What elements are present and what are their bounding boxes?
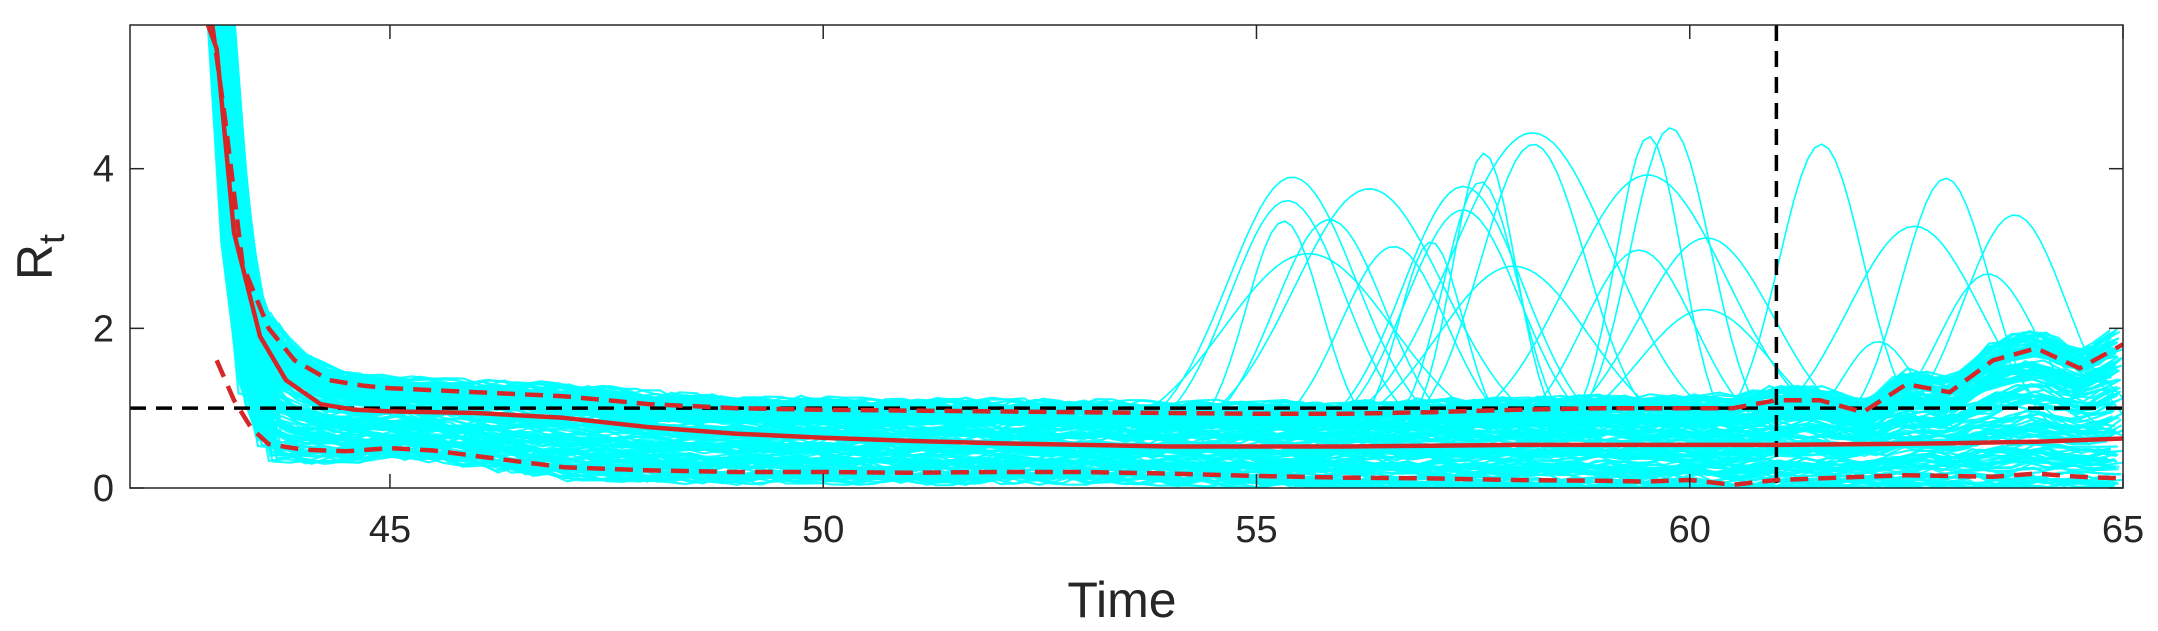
x-axis-label: Time [1067,572,1176,628]
sample-spike [1047,252,1568,440]
sample-spike [1465,249,1806,440]
sample-spike [1159,219,1500,440]
sample-trajectory [224,25,2111,471]
sample-spike [1830,273,2123,440]
y-axis-label-subscript: t [31,234,72,244]
sample-spike [1283,131,1776,439]
summary-series [205,25,2123,488]
upper-line [210,25,2123,417]
sample-spike [1279,265,1745,440]
sample-trajectory [227,25,2115,430]
x-tick-label: 45 [369,509,411,551]
x-tick-label: 50 [802,509,844,551]
lower-line [214,359,2123,488]
x-tick-label: 65 [2102,509,2144,551]
sample-trajectory [213,25,2117,427]
sample-spike [1275,185,1651,439]
sample-spike [1544,126,1795,439]
sample-trajectory [216,25,2120,464]
sample-spike [1497,237,1914,440]
sample-trajectory [229,25,2116,474]
y-axis: 0 2 4 [93,149,2123,510]
sample-trajectory [211,25,2115,441]
sample-trajectory [220,25,2123,464]
sample-spike [1364,181,1595,439]
sample-spike [1369,143,1696,439]
sample-spike [1863,339,2123,441]
y-tick-label: 4 [93,149,114,191]
sample-spike [1762,340,1992,441]
sample-spike [1229,245,1556,440]
reference-lines [130,25,2123,488]
y-axis-label: Rt [7,234,72,280]
x-axis: 45 50 55 60 65 [369,25,2144,551]
sample-trajectory [228,25,2115,488]
y-tick-label: 0 [93,468,114,510]
median-line [205,25,2123,449]
y-tick-label: 2 [93,308,114,350]
y-axis-label-main: R [7,244,63,280]
x-tick-label: 55 [1235,509,1277,551]
sample-trajectory [213,25,2117,488]
sample-spike [1546,135,1748,439]
plot-frame [129,24,2124,489]
x-tick-label: 60 [1669,509,1711,551]
sample-trajectory [214,25,2118,473]
